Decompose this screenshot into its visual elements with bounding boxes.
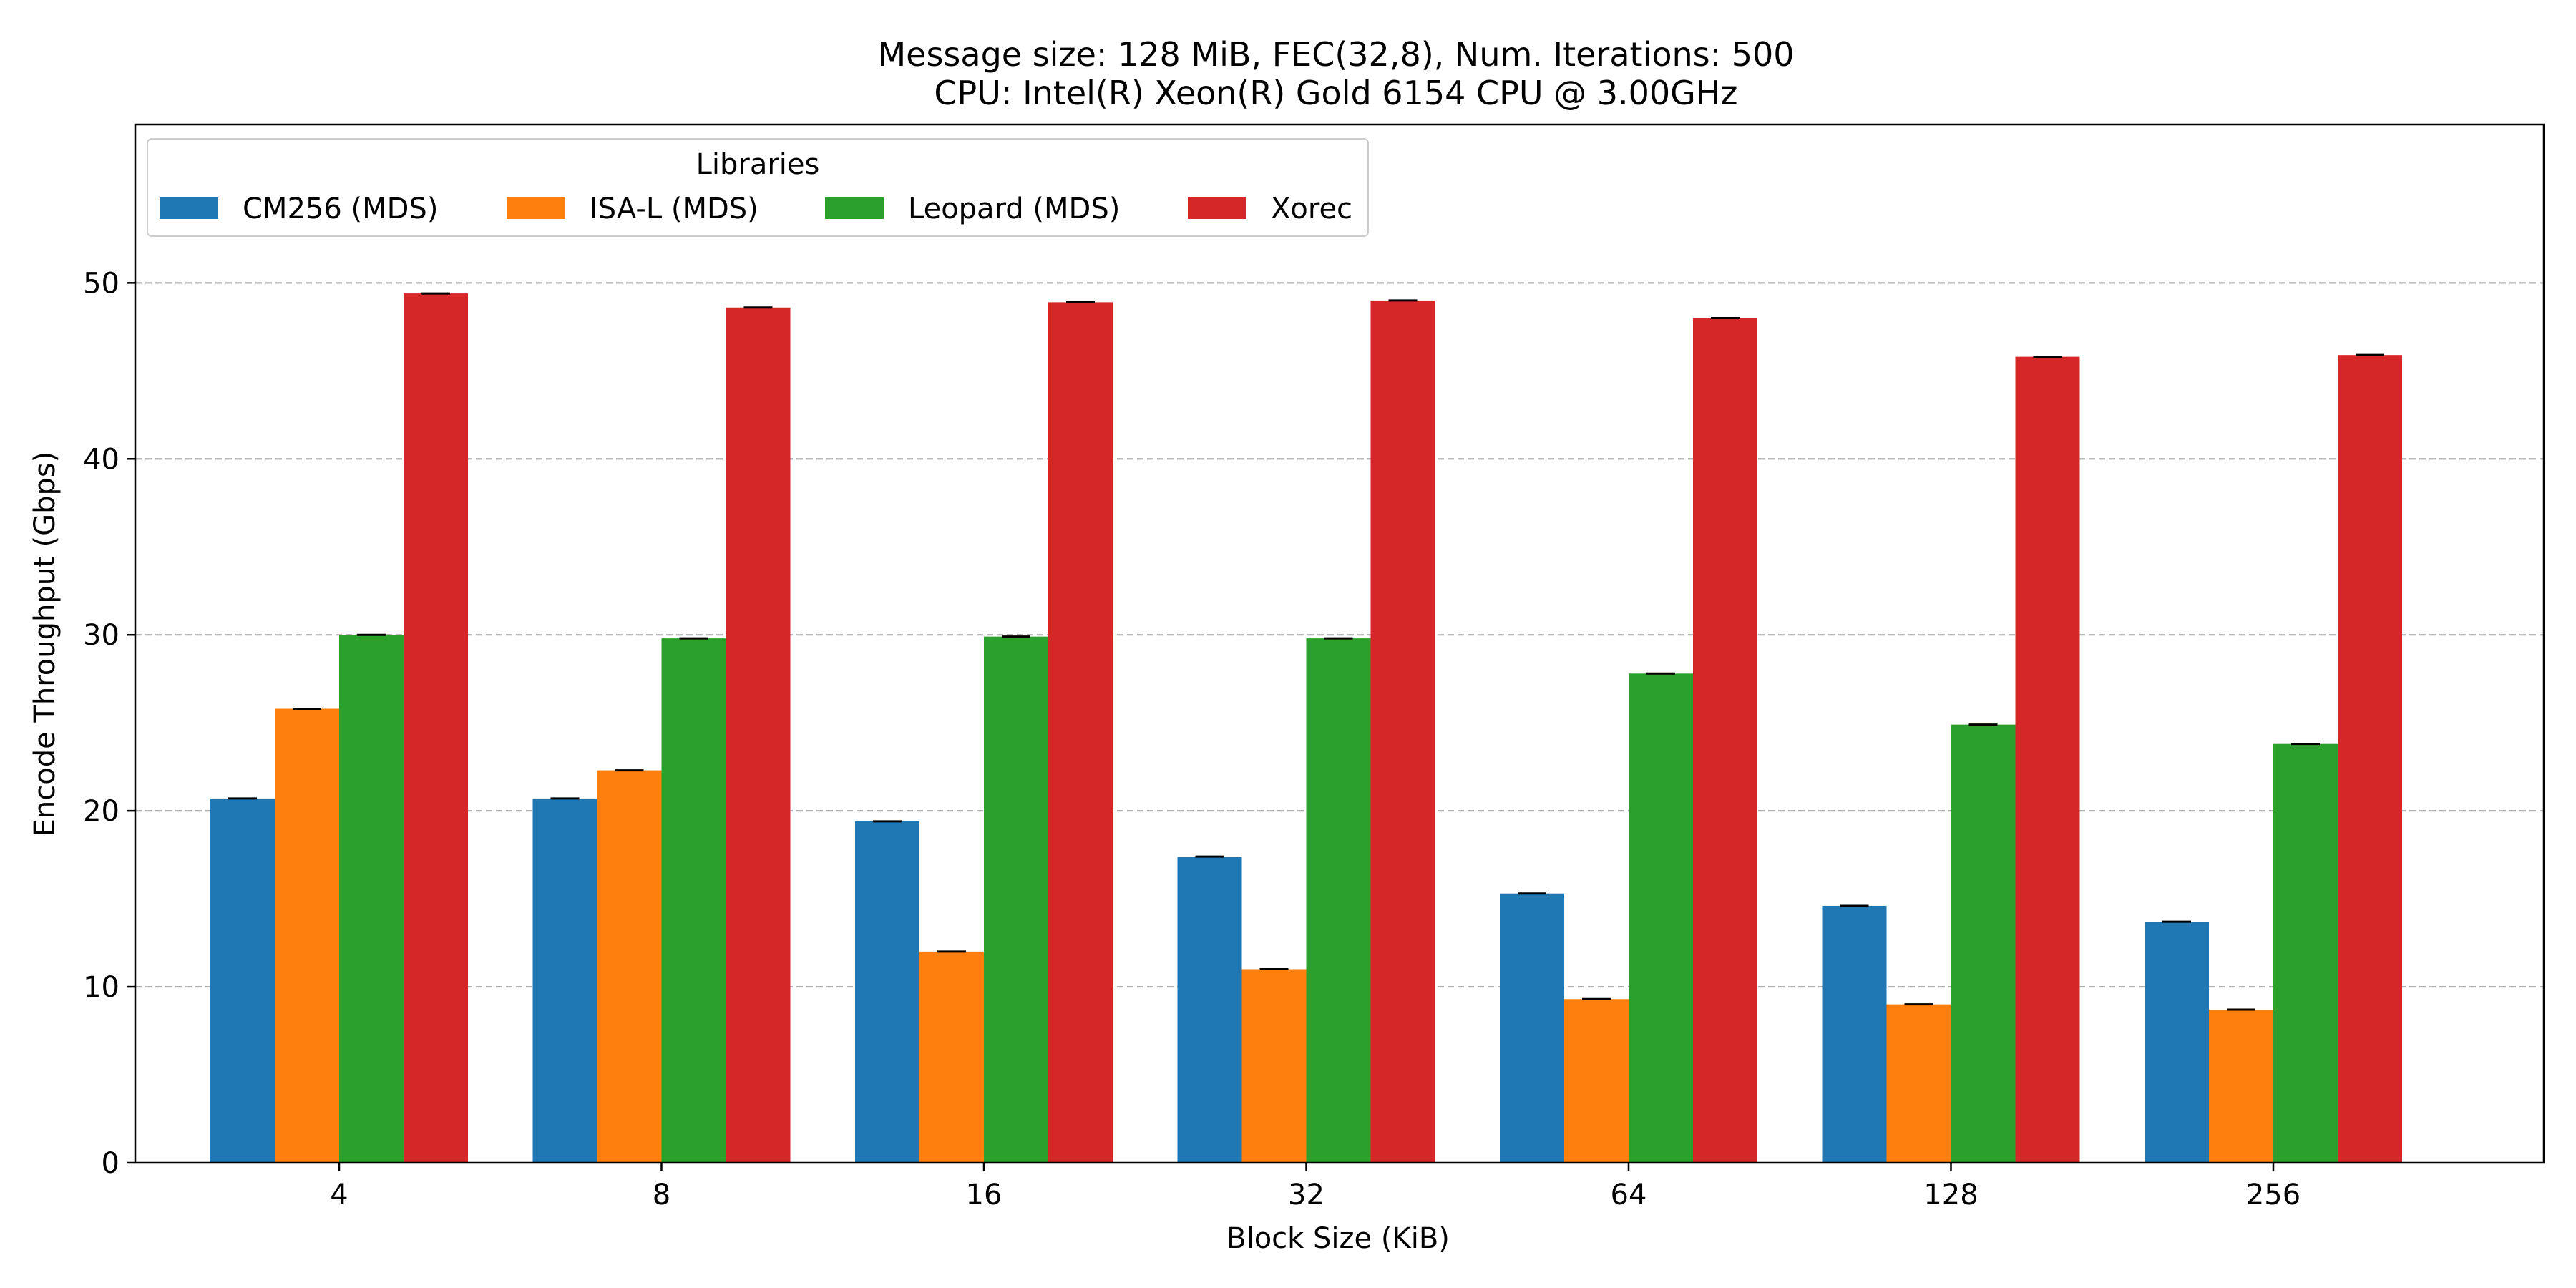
legend-entry-label: Leopard (MDS): [908, 192, 1120, 225]
legend-frame: [147, 138, 1369, 237]
bar: [2209, 1010, 2273, 1163]
bar: [275, 708, 339, 1163]
bar: [2338, 355, 2402, 1163]
error-bars: [228, 292, 2384, 1011]
bar: [1177, 857, 1242, 1163]
bar: [210, 798, 275, 1163]
bar: [2273, 743, 2338, 1163]
bar: [1241, 969, 1307, 1163]
bar: [1048, 302, 1113, 1163]
legend-entry-label: CM256 (MDS): [243, 192, 438, 225]
bar: [1629, 673, 1693, 1163]
bar: [339, 635, 404, 1163]
x-axis-label: Block Size (KiB): [1226, 1222, 1450, 1255]
x-tick-label: 8: [653, 1179, 670, 1211]
y-tick-label: 10: [83, 971, 119, 1004]
x-tick-label: 128: [1923, 1179, 1978, 1211]
y-tick-label: 40: [83, 443, 119, 476]
bar: [855, 821, 919, 1163]
y-tick-label: 30: [83, 619, 119, 652]
chart-title-line-2: CPU: Intel(R) Xeon(R) Gold 6154 CPU @ 3.…: [934, 74, 1737, 112]
plot-frame: [134, 123, 2545, 1164]
bar: [1564, 999, 1629, 1163]
x-tick-label: 32: [1288, 1179, 1324, 1211]
legend-title: Libraries: [696, 148, 820, 181]
bar: [1500, 893, 1564, 1163]
x-tick-label: 16: [966, 1179, 1002, 1211]
bar: [1693, 318, 1757, 1163]
bar: [1886, 1004, 1951, 1163]
bar: [2145, 922, 2209, 1163]
chart-title-line-1: Message size: 128 MiB, FEC(32,8), Num. I…: [877, 35, 1794, 74]
bar: [1306, 638, 1371, 1163]
bar: [404, 293, 468, 1163]
x-tick-label: 64: [1611, 1179, 1647, 1211]
y-tick-label: 20: [83, 795, 119, 828]
bar: [919, 951, 984, 1163]
y-tick-label: 50: [83, 267, 119, 300]
y-axis-label: Encode Throughput (Gbps): [29, 452, 62, 837]
bar: [1370, 300, 1435, 1163]
axis-ticks: 0 10 20 30 40 50 4 8 16 32 64 128 256: [83, 267, 2301, 1211]
legend-swatch: [825, 197, 884, 219]
x-tick-label: 4: [330, 1179, 348, 1211]
y-tick-label: 0: [102, 1147, 119, 1180]
bar: [984, 636, 1048, 1163]
legend-swatch: [507, 197, 565, 219]
bars: [210, 293, 2402, 1163]
legend-swatch: [1188, 197, 1246, 219]
bar: [661, 638, 726, 1163]
bar: [1951, 724, 2016, 1163]
legend-entry-label: ISA-L (MDS): [590, 192, 758, 225]
bar: [2015, 356, 2080, 1163]
legend-entry-label: Xorec: [1271, 192, 1352, 225]
bar: [1822, 905, 1887, 1163]
legend: Libraries CM256 (MDS) ISA-L (MDS) Leopard …: [147, 138, 1369, 237]
bar: [726, 307, 791, 1163]
bar: [532, 798, 597, 1163]
legend-swatch: [160, 197, 218, 219]
bar: [597, 770, 662, 1163]
x-tick-label: 256: [2246, 1179, 2301, 1211]
